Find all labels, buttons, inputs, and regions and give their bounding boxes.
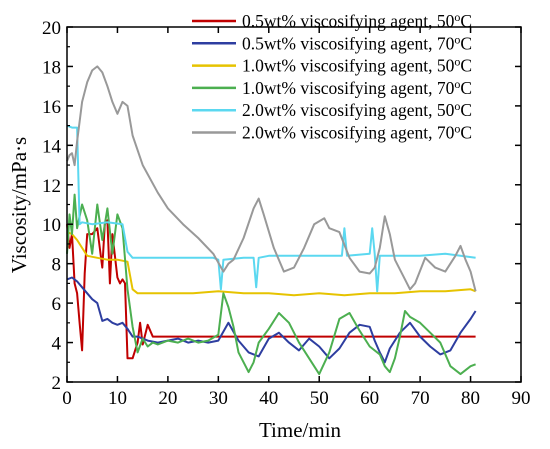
y-tick-label: 4 [52,334,62,355]
legend-label-4: 1.0wt% viscosifying agent, 70oC [242,77,472,98]
legend-label-2: 0.5wt% viscosifying agent, 70oC [242,32,472,53]
y-tick-label: 2 [52,373,62,394]
series-line-3 [66,231,476,297]
y-axis-title: Viscosity/mPa·s [7,137,31,273]
y-tick-label: 14 [42,136,62,157]
x-tick-label: 60 [360,388,379,409]
y-tick-label: 8 [52,255,62,276]
series-line-2 [66,276,477,364]
series-layer [66,65,477,376]
y-tick-label: 18 [42,57,61,78]
x-tick-label: 40 [259,388,278,409]
series-line-1 [66,219,476,360]
y-tick-label: 20 [42,18,61,39]
y-tick-label: 10 [42,215,61,236]
x-tick-label: 80 [461,388,480,409]
legend-label-5: 2.0wt% viscosifying agent, 50oC [242,99,472,120]
series-line-5 [66,124,476,293]
legend-label-6: 2.0wt% viscosifying agent, 70oC [242,122,472,143]
x-tick-label: 0 [62,388,72,409]
x-axis-title: Time/min [259,418,342,442]
x-tick-label: 70 [411,388,430,409]
legend-label-3: 1.0wt% viscosifying agent, 50oC [242,55,472,76]
x-tick-label: 10 [108,388,127,409]
y-tick-label: 12 [42,176,61,197]
y-tick-label: 16 [42,97,61,118]
legend-label-1: 0.5wt% viscosifying agent, 50oC [242,10,472,31]
x-tick-label: 20 [158,388,177,409]
x-tick-label: 30 [209,388,228,409]
axes-layer: 0 10 20 30 40 50 60 70 80 90 2 4 6 8 10 12 14 16 18 20 [42,18,531,409]
series-line-4 [66,193,476,376]
x-tick-label: 50 [310,388,329,409]
x-tick-label: 90 [512,388,531,409]
series-line-6 [66,65,477,292]
y-tick-label: 6 [52,294,62,315]
